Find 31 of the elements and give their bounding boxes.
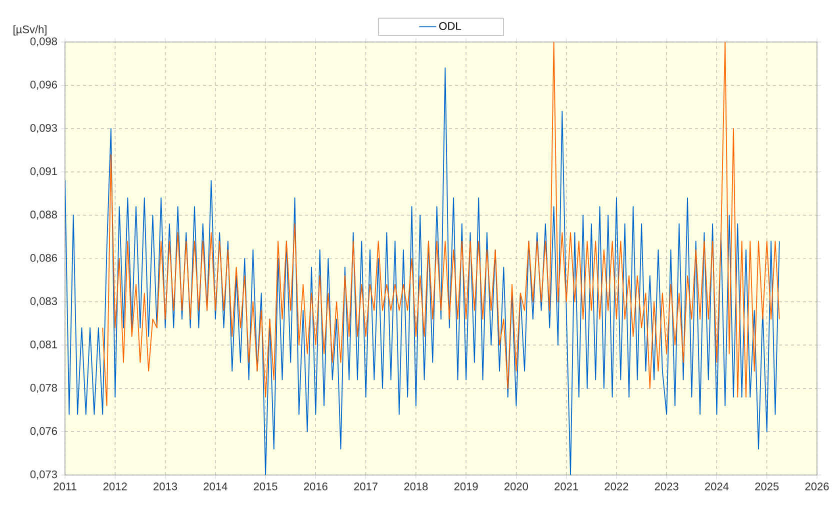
line-series <box>102 42 780 406</box>
y-tick-label: 0,081 <box>30 340 57 350</box>
x-tick-label: 2023 <box>654 482 678 490</box>
y-tick-label: 0,091 <box>30 167 57 176</box>
y-tick-label: 0,076 <box>30 427 57 436</box>
x-tick-label: 2011 <box>54 482 76 490</box>
x-tick-label: 2026 <box>805 482 829 490</box>
y-tick-label: 0,096 <box>30 80 57 90</box>
y-tick-label: 0,098 <box>30 37 57 47</box>
x-tick-label: 2021 <box>554 482 578 490</box>
line-series <box>65 68 780 475</box>
x-tick-label: 2024 <box>705 482 729 490</box>
x-tick-label: 2020 <box>504 482 528 490</box>
y-tick-label: 0,073 <box>30 470 57 480</box>
y-tick-label: 0,083 <box>30 297 57 306</box>
legend-label: ODL <box>439 22 461 30</box>
y-axis-title: [µSv/h] <box>14 25 46 36</box>
x-tick-label: 2025 <box>755 482 779 490</box>
x-tick-label: 2012 <box>103 482 127 490</box>
y-tick-label: 0,086 <box>30 254 57 264</box>
x-tick-label: 2015 <box>254 482 278 490</box>
x-tick-label: 2017 <box>354 482 378 490</box>
x-tick-label: 2022 <box>604 482 628 490</box>
x-tick-label: 2016 <box>304 482 328 490</box>
y-tick-label: 0,088 <box>30 210 57 220</box>
x-tick-label: 2018 <box>404 482 428 490</box>
y-tick-label: 0,093 <box>30 124 57 134</box>
x-tick-label: 2019 <box>454 482 478 490</box>
x-tick-label: 2013 <box>154 482 178 490</box>
x-tick-label: 2014 <box>204 482 228 490</box>
y-tick-label: 0,078 <box>30 384 57 393</box>
